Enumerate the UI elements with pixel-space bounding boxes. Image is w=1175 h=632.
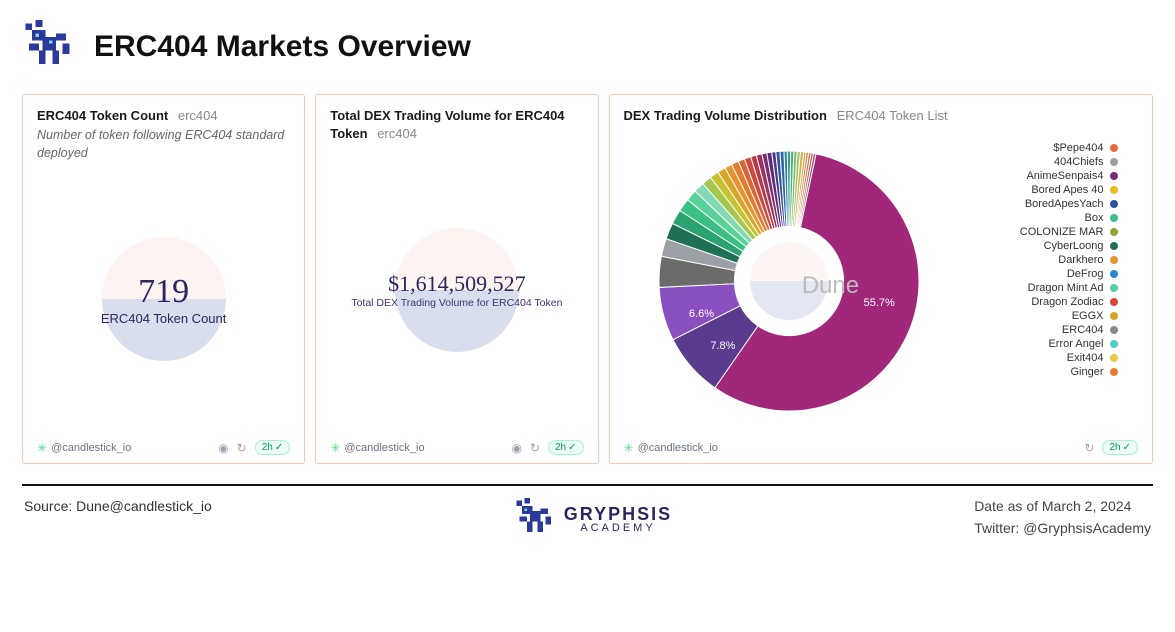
legend-item[interactable]: $Pepe404 <box>954 141 1122 155</box>
author-link[interactable]: ✳ @candlestick_io <box>37 441 131 455</box>
legend-swatch-icon <box>1110 242 1118 250</box>
legend-swatch-icon <box>1110 270 1118 278</box>
card-tag: ERC404 Token List <box>837 108 948 123</box>
refresh-icon[interactable]: ↻ <box>1084 441 1094 455</box>
footer-date: Date as of March 2, 2024 <box>974 498 1151 514</box>
legend-item[interactable]: Ginger <box>954 365 1122 379</box>
card-token-count: ERC404 Token Count erc404 Number of toke… <box>22 94 305 464</box>
card-footer: ✳ @candlestick_io ◉ ↻ 2h✓ <box>37 436 290 455</box>
legend-item[interactable]: Darkhero <box>954 253 1122 267</box>
cards-row: ERC404 Token Count erc404 Number of toke… <box>22 94 1153 464</box>
card-footer: ✳ @candlestick_io ↻ 2h✓ <box>624 436 1138 455</box>
refresh-icon[interactable]: ↻ <box>530 441 540 455</box>
card-body: 719 ERC404 Token Count <box>37 162 290 436</box>
legend-item[interactable]: AnimeSenpais4 <box>954 169 1122 183</box>
legend-item[interactable]: Dragon Zodiac <box>954 295 1122 309</box>
card-distribution: DEX Trading Volume Distribution ERC404 T… <box>609 94 1153 464</box>
dragon-logo-icon <box>514 498 556 540</box>
metric-label: Total DEX Trading Volume for ERC404 Toke… <box>351 297 562 309</box>
card-title: DEX Trading Volume Distribution <box>624 108 827 123</box>
legend-item[interactable]: CyberLoong <box>954 239 1122 253</box>
camera-icon[interactable]: ◉ <box>511 441 521 455</box>
author-link[interactable]: ✳ @candlestick_io <box>624 441 718 455</box>
legend-item[interactable]: Box <box>954 211 1122 225</box>
legend-swatch-icon <box>1110 340 1118 348</box>
card-header: DEX Trading Volume Distribution ERC404 T… <box>624 107 1138 125</box>
dune-watermark-text: Dune <box>802 272 859 300</box>
legend-item[interactable]: Exit404 <box>954 351 1122 365</box>
legend-item[interactable]: DeFrog <box>954 267 1122 281</box>
legend-swatch-icon <box>1110 298 1118 306</box>
verified-icon: ✳ <box>37 441 47 455</box>
legend-swatch-icon <box>1110 200 1118 208</box>
card-footer: ✳ @candlestick_io ◉ ↻ 2h✓ <box>330 436 583 455</box>
legend-item[interactable]: ERC404 <box>954 323 1122 337</box>
metric-value: 719 <box>101 273 227 311</box>
card-title: ERC404 Token Count <box>37 108 168 123</box>
page-title: ERC404 Markets Overview <box>94 30 471 64</box>
legend-swatch-icon <box>1110 256 1118 264</box>
footer-source: Source: Dune@candlestick_io <box>24 498 212 514</box>
legend-item[interactable]: Dragon Mint Ad <box>954 281 1122 295</box>
legend-swatch-icon <box>1110 158 1118 166</box>
donut-chart[interactable]: Dune 55.7%7.8%6.6% <box>624 141 954 421</box>
legend-swatch-icon <box>1110 172 1118 180</box>
card-tag: erc404 <box>178 108 218 123</box>
legend-swatch-icon <box>1110 368 1118 376</box>
refresh-badge[interactable]: 2h✓ <box>548 440 584 455</box>
legend-item[interactable]: COLONIZE MAR <box>954 225 1122 239</box>
card-header: Total DEX Trading Volume for ERC404 Toke… <box>330 107 583 143</box>
refresh-icon[interactable]: ↻ <box>237 441 247 455</box>
author-handle: @candlestick_io <box>344 442 424 454</box>
legend-swatch-icon <box>1110 284 1118 292</box>
footer-divider <box>22 484 1153 486</box>
card-body: $1,614,509,527 Total DEX Trading Volume … <box>330 143 583 436</box>
verified-icon: ✳ <box>624 441 634 455</box>
brand-name: GRYPHSIS <box>564 505 672 523</box>
footer: Source: Dune@candlestick_io GRYPHSIS ACA… <box>22 494 1153 542</box>
chart-legend[interactable]: $Pepe404404ChiefsAnimeSenpais4Bored Apes… <box>954 141 1124 421</box>
legend-swatch-icon <box>1110 186 1118 194</box>
dragon-logo-icon <box>22 20 76 74</box>
author-link[interactable]: ✳ @candlestick_io <box>330 441 424 455</box>
header: ERC404 Markets Overview <box>22 20 1153 74</box>
card-dex-volume: Total DEX Trading Volume for ERC404 Toke… <box>315 94 598 464</box>
card-header: ERC404 Token Count erc404 Number of toke… <box>37 107 290 162</box>
card-subtitle: Number of token following ERC404 standar… <box>37 127 290 162</box>
legend-item[interactable]: EGGX <box>954 309 1122 323</box>
legend-swatch-icon <box>1110 354 1118 362</box>
legend-swatch-icon <box>1110 228 1118 236</box>
gryphsis-logo: GRYPHSIS ACADEMY <box>514 498 672 540</box>
legend-item[interactable]: Error Angel <box>954 337 1122 351</box>
legend-item[interactable]: 404Chiefs <box>954 155 1122 169</box>
refresh-badge[interactable]: 2h✓ <box>255 440 291 455</box>
legend-item[interactable]: BoredApesYach <box>954 197 1122 211</box>
brand-sub: ACADEMY <box>564 523 672 534</box>
refresh-badge[interactable]: 2h✓ <box>1102 440 1138 455</box>
footer-twitter: Twitter: @GryphsisAcademy <box>974 520 1151 536</box>
camera-icon[interactable]: ◉ <box>218 441 228 455</box>
legend-item[interactable]: Bored Apes 40 <box>954 183 1122 197</box>
author-handle: @candlestick_io <box>638 442 718 454</box>
metric-label: ERC404 Token Count <box>101 311 227 326</box>
metric-value: $1,614,509,527 <box>351 271 562 297</box>
card-tag: erc404 <box>377 126 417 141</box>
legend-swatch-icon <box>1110 326 1118 334</box>
card-title: Total DEX Trading Volume for ERC404 Toke… <box>330 108 564 141</box>
legend-swatch-icon <box>1110 312 1118 320</box>
author-handle: @candlestick_io <box>51 442 131 454</box>
legend-swatch-icon <box>1110 214 1118 222</box>
legend-swatch-icon <box>1110 144 1118 152</box>
verified-icon: ✳ <box>330 441 340 455</box>
card-body: Dune 55.7%7.8%6.6% $Pepe404404ChiefsAnim… <box>624 125 1138 436</box>
